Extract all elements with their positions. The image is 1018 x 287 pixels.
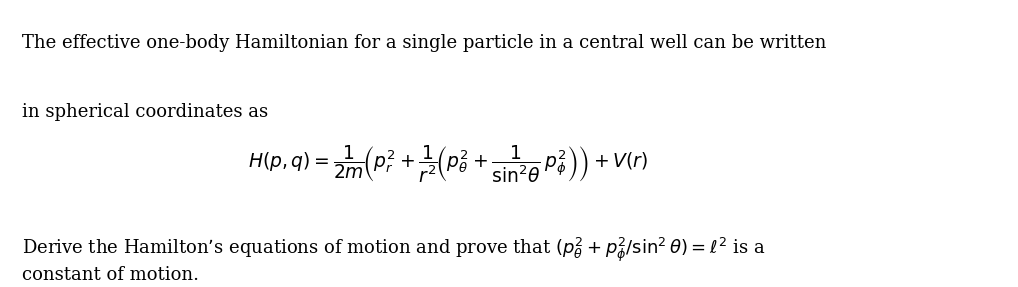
Text: constant of motion.: constant of motion. <box>22 266 200 284</box>
Text: Derive the Hamilton’s equations of motion and prove that $(p_\theta^2 + p_\phi^2: Derive the Hamilton’s equations of motio… <box>22 235 766 264</box>
Text: in spherical coordinates as: in spherical coordinates as <box>22 103 269 121</box>
Text: $H(p, q) = \dfrac{1}{2m}\!\left(p_r^2 + \dfrac{1}{r^2}\!\left(p_\theta^2 + \dfra: $H(p, q) = \dfrac{1}{2m}\!\left(p_r^2 + … <box>247 144 648 185</box>
Text: The effective one-body Hamiltonian for a single particle in a central well can b: The effective one-body Hamiltonian for a… <box>22 34 827 53</box>
